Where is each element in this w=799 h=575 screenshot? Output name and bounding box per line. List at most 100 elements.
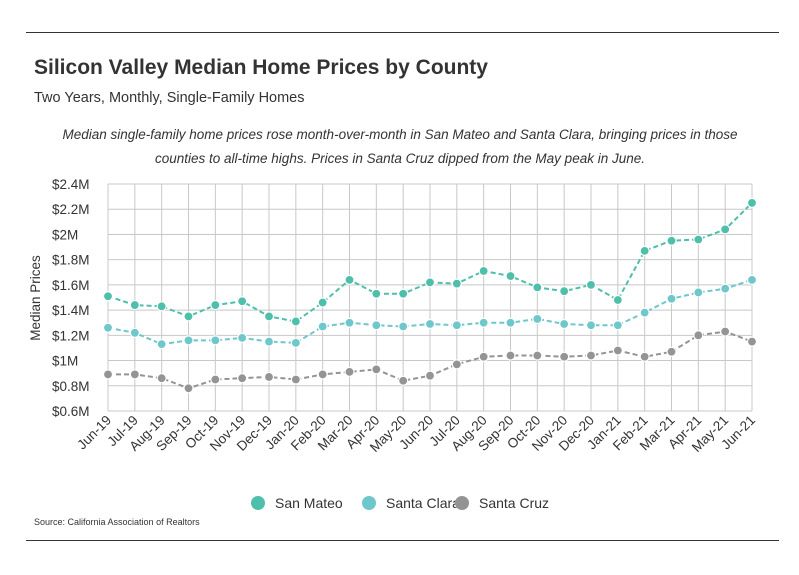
legend-marker [455,496,469,510]
legend-marker [362,496,376,510]
data-point [371,364,382,375]
data-point [237,332,248,343]
data-point [666,346,677,357]
data-point [585,279,597,290]
y-tick-label: $2.2M [52,202,90,217]
data-point [183,335,194,346]
source-note: Source: California Association of Realto… [34,517,200,527]
data-point [505,270,516,282]
data-point [210,299,221,311]
y-tick-label: $1.2M [52,328,90,343]
legend-label: Santa Clara [386,495,460,511]
legend-marker [251,496,265,510]
series-layer [102,197,758,394]
legend-label: San Mateo [275,495,343,511]
series-santa-cruz [102,326,758,394]
data-point [478,317,489,328]
data-point [102,369,114,380]
data-point [290,316,301,327]
y-tick-label: $0.6M [52,404,90,419]
data-point [559,318,570,330]
x-axis: Jun-19Jul-19Aug-19Sep-19Oct-19Nov-19Dec-… [74,413,758,455]
data-point [424,318,436,330]
data-point [451,278,462,289]
top-rule [26,32,779,33]
data-point [478,351,489,362]
data-point [290,374,301,385]
data-point [398,375,409,386]
data-point [129,369,140,380]
data-point [102,322,114,333]
data-point [102,291,114,302]
data-point [344,274,355,285]
chart-title: Silicon Valley Median Home Prices by Cou… [34,56,488,79]
y-tick-label: $1.4M [52,303,90,318]
data-point [505,317,516,328]
data-point [746,274,758,285]
y-tick-label: $2M [52,227,78,242]
data-point [424,277,436,288]
y-axis: $0.6M $0.8M $1M $1.2M $1.4M $1.6M $1.8M $2M $2.2… [52,177,90,419]
y-tick-label: $1.8M [52,253,90,268]
legend: San Mateo Santa Clara Santa Cruz [251,495,549,511]
chart-subtitle: Two Years, Monthly, Single-Family Homes [34,90,305,106]
data-point [693,287,704,298]
data-point [478,265,489,277]
data-point [612,320,623,331]
data-point [317,369,328,380]
data-point [237,373,248,384]
data-point [263,336,275,347]
data-point [156,339,167,350]
data-point [585,350,597,361]
data-point [532,313,543,325]
data-point [585,320,597,331]
data-point [398,321,409,332]
data-point [129,327,140,338]
data-point [639,245,650,256]
bottom-rule [26,540,779,541]
data-point [424,370,436,381]
chart-annotation: Median single-family home prices rose mo… [62,127,738,166]
data-point [317,297,328,308]
data-point [746,197,758,209]
data-point [505,350,516,361]
data-point [210,374,221,385]
data-point [720,283,731,294]
data-point [344,366,355,378]
data-point [129,299,140,311]
data-point [693,330,704,341]
data-point [156,373,167,384]
data-point [532,282,543,293]
data-point [371,320,382,331]
y-tick-label: $0.8M [52,379,90,394]
data-point [263,371,275,383]
y-axis-label: Median Prices [28,255,43,341]
legend-label: Santa Cruz [479,495,549,511]
y-tick-label: $2.4M [52,177,90,192]
data-point [612,345,623,356]
series-san-mateo [102,197,758,327]
data-point [666,235,677,246]
data-point [666,293,677,304]
data-point [451,320,462,331]
data-point [746,336,758,347]
data-point [720,224,731,235]
data-point [451,359,462,370]
data-point [263,311,275,322]
data-point [612,294,623,306]
data-point [720,326,731,337]
data-point [210,335,221,346]
y-tick-label: $1.6M [52,278,90,293]
series-santa-clara [102,274,758,350]
data-point [693,234,704,245]
data-point [559,351,570,362]
data-point [559,286,570,297]
y-tick-label: $1M [52,354,78,369]
data-point [183,383,194,394]
data-point [290,337,301,348]
data-point [237,296,248,307]
data-point [398,288,409,299]
data-point [183,311,194,322]
data-point [532,350,543,361]
